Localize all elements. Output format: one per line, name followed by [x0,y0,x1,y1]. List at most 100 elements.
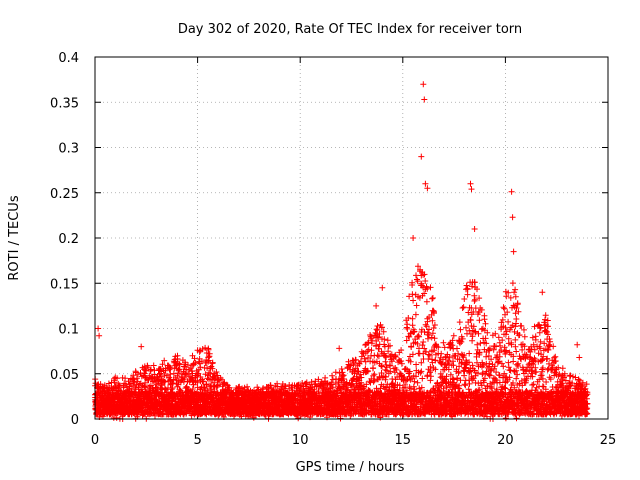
x-tick-label: 0 [91,433,99,448]
y-tick-label: 0.2 [58,232,79,247]
data-point [430,325,437,331]
data-point [454,375,461,382]
data-point [481,316,488,323]
x-tick-label: 10 [292,433,309,448]
data-point [427,377,434,384]
y-tick-label: 0.25 [50,187,79,202]
data-point [478,326,485,333]
data-point [181,363,188,370]
data-point [460,304,467,311]
data-point [374,352,381,359]
data-point [113,414,120,421]
data-point [429,295,436,302]
data-point [178,389,185,395]
data-point [192,359,199,366]
data-point [205,369,212,376]
data-point [141,370,148,377]
data-point [159,410,166,417]
data-point [440,339,447,346]
data-point [414,379,421,386]
data-point [464,291,471,298]
data-point [117,387,124,394]
data-point [368,347,375,354]
data-point [197,364,204,371]
data-point [174,372,181,379]
data-point [136,381,143,388]
data-point [205,346,212,353]
data-point [211,374,218,381]
data-point [195,370,202,377]
data-point [457,326,464,333]
y-tick-label: 0.4 [58,51,79,66]
data-point [134,371,141,378]
data-point [410,297,417,304]
data-point [454,345,460,352]
data-points [92,81,591,422]
data-point [122,375,129,382]
data-point [148,366,154,373]
data-point [450,332,457,339]
data-point [198,358,205,365]
data-point [329,372,336,379]
data-point [244,383,251,390]
y-tick-label: 0.1 [58,323,79,338]
data-point [463,324,469,331]
data-point [181,376,188,382]
data-point [438,350,445,357]
grid-lines [95,57,608,419]
x-tick-label: 15 [395,433,412,448]
data-point [176,366,183,373]
data-point [114,375,121,382]
data-point [111,379,118,386]
data-point [131,376,137,383]
data-point [202,344,209,351]
data-point [166,363,173,370]
y-tick-label: 0.35 [50,96,79,111]
data-point [206,350,213,357]
y-tick-label: 0.3 [58,142,79,157]
data-point [461,296,468,302]
data-point [428,373,434,380]
y-axis-label: ROTI / TECUs [7,195,22,280]
data-point [459,305,466,311]
data-point [166,374,173,381]
y-tick-label: 0.15 [50,277,79,292]
data-point [122,381,129,388]
data-point [471,298,478,304]
data-point [413,272,419,279]
data-point [425,335,431,342]
x-axis-label: GPS time / hours [296,460,405,475]
data-point [429,295,436,301]
data-point [413,302,420,309]
data-point [384,337,391,344]
data-point [150,362,157,369]
data-point [226,384,233,391]
y-tick-label: 0.05 [50,368,79,383]
data-point [141,363,148,370]
data-point [199,378,206,385]
data-point [209,365,216,372]
data-point [477,340,484,347]
data-point [370,365,377,371]
data-point [332,369,339,376]
data-point [159,361,166,368]
data-point [203,381,210,388]
data-point [133,375,140,382]
data-point [466,350,473,357]
x-tick-label: 20 [497,433,514,448]
data-point [209,359,216,366]
data-point [214,383,221,390]
data-point [162,367,169,374]
x-tick-label: 25 [600,433,617,448]
data-point [404,325,411,332]
data-point [409,315,416,322]
data-point [190,381,197,388]
data-point [456,319,463,326]
data-point [191,355,198,362]
data-point [144,376,151,383]
data-point [441,344,448,351]
data-point [415,332,422,339]
data-point [461,368,468,375]
